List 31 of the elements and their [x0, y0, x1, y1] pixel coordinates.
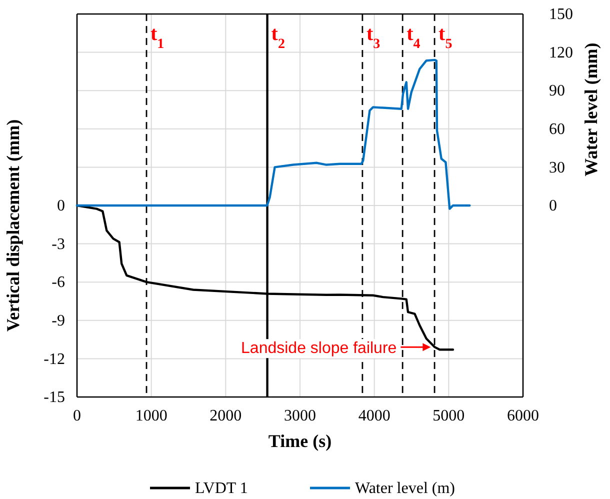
ref-line-label: t$_{2}$ — [271, 23, 285, 52]
ref-line-label: t$_{4}$ — [406, 23, 420, 52]
annotation: Landside slope failure — [241, 340, 397, 358]
y2-tick-label: 0 — [549, 198, 557, 215]
x-tick-label: 3000 — [284, 407, 316, 424]
x-tick-label: 6000 — [507, 407, 539, 424]
x-axis-title: Time (s) — [268, 431, 332, 451]
y-tick-label: -3 — [52, 236, 65, 253]
y-tick-label: -12 — [44, 350, 65, 368]
y2-tick-label: 120 — [549, 44, 573, 62]
legend-label: Water level (m) — [355, 480, 455, 497]
y-tick-label: -15 — [44, 389, 65, 406]
y2-tick-label: 60 — [549, 121, 565, 138]
y2-axis-title: Water level (mm) — [581, 42, 601, 176]
ref-line-label: t$_{3}$ — [366, 23, 380, 52]
y2-tick-label: 30 — [549, 159, 565, 176]
line-series — [76, 58, 471, 210]
y-tick-label: -9 — [52, 312, 65, 330]
ref-line-label: t$_{1}$ — [150, 23, 164, 52]
ref-line-label: t$_{5}$ — [438, 23, 452, 52]
x-tick-label: 1000 — [135, 407, 168, 424]
x-tick-label: 5000 — [432, 407, 465, 424]
y2-tick-label: 90 — [549, 82, 565, 100]
legend-label: LVDT 1 — [195, 480, 248, 497]
y2-tick-label: 150 — [549, 6, 573, 24]
x-tick-label: 2000 — [210, 407, 242, 424]
x-tick-label: 0 — [73, 407, 81, 424]
y-axis-title: Vertical displacement (mm) — [3, 119, 23, 332]
y-tick-label: 0 — [57, 198, 65, 215]
y-tick-label: -6 — [52, 274, 65, 292]
x-tick-label: 4000 — [358, 407, 390, 424]
